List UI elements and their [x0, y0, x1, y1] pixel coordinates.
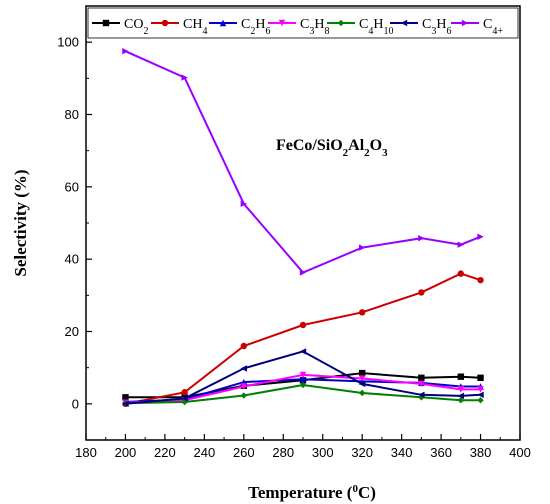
x-tick-label: 180 — [75, 445, 97, 460]
data-point — [477, 374, 484, 381]
legend-label: CO2 — [124, 17, 148, 37]
series-c4- — [122, 48, 484, 276]
data-point — [418, 289, 425, 296]
data-point — [240, 342, 248, 350]
legend-item-c2h6: C2H6 — [209, 17, 270, 37]
x-tick-label: 260 — [233, 445, 255, 460]
series-line — [125, 383, 481, 405]
series-line — [125, 272, 481, 405]
y-tick-label: 60 — [65, 179, 79, 194]
data-point — [299, 321, 307, 329]
data-point — [457, 270, 465, 277]
data-point — [477, 276, 484, 284]
data-point — [299, 371, 307, 379]
series-line — [125, 50, 481, 274]
data-point — [240, 365, 248, 372]
data-point — [418, 234, 425, 242]
series-line — [125, 373, 481, 404]
data-point — [299, 269, 307, 276]
data-point — [240, 392, 248, 399]
legend-label: C3H8 — [300, 17, 329, 37]
data-point — [358, 244, 366, 251]
data-point — [358, 389, 366, 397]
legend-marker — [102, 19, 110, 27]
x-tick-label: 340 — [391, 445, 413, 460]
data-point — [418, 391, 425, 398]
x-tick-label: 380 — [470, 445, 492, 460]
legend-marker — [337, 19, 345, 27]
legend-marker — [278, 19, 286, 27]
legend: CO2 CH4 C2H6 C3H8 C4H10 C3H6 C4+ — [87, 7, 519, 39]
x-tick-label: 220 — [154, 445, 176, 460]
data-point — [122, 400, 129, 408]
data-point — [181, 74, 188, 81]
x-axis-title: Temperature (0C) — [248, 483, 376, 502]
data-point — [181, 395, 188, 402]
data-point — [122, 394, 129, 401]
data-point — [299, 376, 307, 383]
x-tick-label: 280 — [272, 445, 294, 460]
x-tick-label: 400 — [509, 445, 531, 460]
x-tick-label: 360 — [430, 445, 452, 460]
legend-item-c4-: C4+ — [451, 17, 503, 37]
data-point — [299, 348, 307, 355]
legend-marker — [219, 19, 227, 27]
plot-annotation: FeCo/SiO2Al2O3 — [276, 137, 388, 159]
data-point — [240, 200, 248, 208]
axis-ticks: 180 200 220 240 260 280 300 320 340 360 380 400 0 20 4… — [57, 5, 531, 460]
series-c3h6 — [122, 348, 484, 408]
data-point — [477, 233, 484, 240]
data-point — [457, 241, 465, 248]
data-point — [240, 383, 248, 390]
legend-marker — [461, 19, 469, 27]
y-tick-label: 20 — [65, 324, 79, 339]
series-c3h8 — [122, 371, 484, 406]
data-point — [457, 397, 465, 404]
data-point — [122, 48, 129, 55]
legend-item-c4h10: C4H10 — [327, 17, 393, 37]
series-lines — [122, 48, 484, 408]
data-point — [477, 397, 484, 404]
legend-label: C2H6 — [241, 17, 270, 37]
data-point — [358, 375, 366, 382]
data-point — [418, 380, 425, 388]
legend-item-c3h6: C3H6 — [390, 17, 451, 37]
data-point — [358, 369, 366, 377]
legend-label: C3H6 — [422, 17, 451, 37]
data-point — [477, 391, 484, 398]
legend-marker — [161, 19, 169, 27]
legend-label: C4+ — [483, 17, 503, 37]
legend-marker — [400, 19, 408, 27]
data-point — [418, 374, 425, 381]
x-tick-label: 320 — [351, 445, 373, 460]
y-tick-label: 40 — [65, 252, 79, 267]
y-tick-label: 80 — [65, 107, 79, 122]
legend-item-c3h8: C3H8 — [268, 17, 329, 37]
series-line — [125, 350, 481, 405]
legend-item-co2: CO2 — [92, 17, 148, 37]
y-tick-label: 0 — [72, 396, 79, 411]
data-point — [181, 389, 188, 396]
legend-item-ch4: CH4 — [151, 17, 207, 37]
series-line — [125, 378, 481, 403]
y-tick-label: 100 — [57, 35, 79, 50]
x-tick-label: 240 — [194, 445, 216, 460]
data-point — [299, 381, 307, 389]
data-point — [477, 386, 484, 393]
data-point — [358, 380, 366, 388]
x-tick-label: 300 — [312, 445, 334, 460]
y-axis-title: Selectivity (%) — [11, 169, 30, 276]
series-ch4 — [122, 270, 484, 408]
legend-label: C4H10 — [359, 17, 393, 37]
data-point — [457, 373, 465, 380]
data-point — [457, 386, 465, 393]
data-point — [358, 309, 366, 316]
x-tick-label: 200 — [115, 445, 137, 460]
legend-label: CH4 — [183, 17, 207, 37]
data-point — [457, 392, 465, 400]
